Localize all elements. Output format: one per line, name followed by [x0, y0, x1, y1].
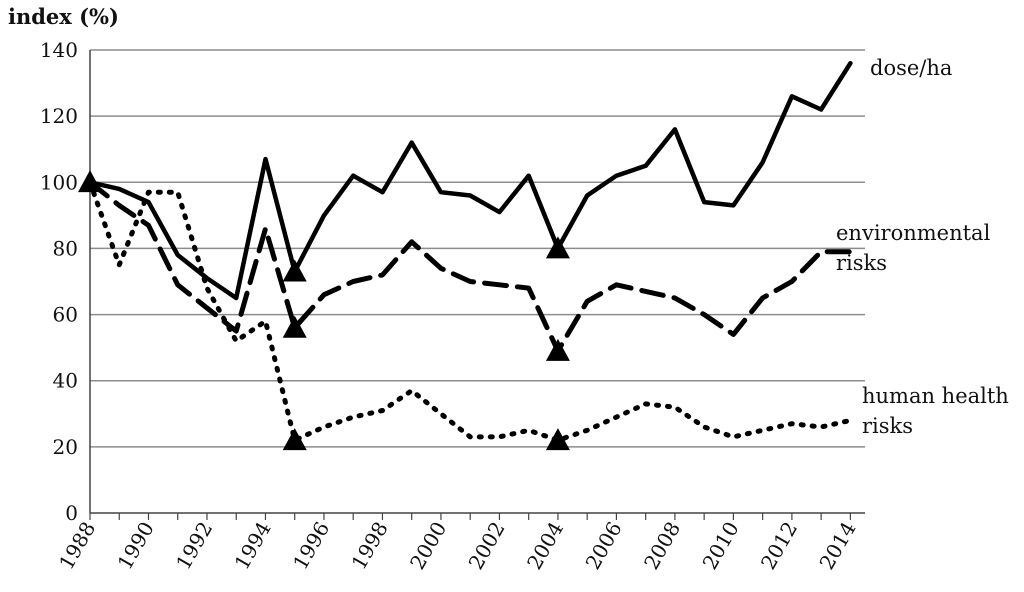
- x-tick-2012: 2012: [756, 518, 802, 574]
- x-tick-1996: 1996: [288, 518, 334, 574]
- series-label-line: environmental: [836, 221, 991, 245]
- series-markers: [78, 170, 570, 451]
- y-tick-20: 20: [53, 435, 78, 459]
- y-tick-140: 140: [40, 38, 78, 62]
- y-axis-title: index (%): [8, 4, 119, 29]
- y-tick-labels: 0 20 40 60 80 100 120 140: [40, 38, 78, 525]
- x-tick-2008: 2008: [639, 518, 685, 574]
- y-tick-0: 0: [65, 501, 78, 525]
- marker-triangle-2-1995: [282, 428, 307, 451]
- series-label-line: human health: [862, 384, 1009, 408]
- marker-triangle-0-1995: [282, 259, 307, 282]
- y-tick-100: 100: [40, 170, 78, 194]
- x-tick-2004: 2004: [522, 518, 568, 574]
- x-tick-2002: 2002: [464, 518, 510, 574]
- x-tick-1992: 1992: [171, 518, 217, 574]
- series-label-line: risks: [836, 251, 887, 275]
- series-labels: dose/ha environmental risks human health ris…: [836, 56, 1009, 438]
- y-tick-120: 120: [40, 104, 78, 128]
- x-tick-2006: 2006: [581, 518, 627, 574]
- axes: [89, 50, 865, 520]
- series-label-line: dose/ha: [870, 56, 952, 80]
- x-tick-labels: 1988 1990 1992 1994 1996 1998 2000 2002 2004 2006…: [54, 518, 861, 574]
- marker-triangle-0-1988: [78, 170, 102, 193]
- marker-triangle-1-1995: [282, 315, 307, 338]
- x-tick-2014: 2014: [814, 518, 860, 574]
- y-tick-60: 60: [53, 303, 78, 327]
- x-tick-1990: 1990: [113, 518, 159, 574]
- grid-lines: [90, 49, 865, 448]
- marker-triangle-1-2004: [545, 338, 570, 361]
- series-label-0: dose/ha: [870, 56, 952, 80]
- series-label-2: human health risks: [862, 384, 1009, 438]
- series-lines: [87, 60, 853, 443]
- x-tick-1998: 1998: [347, 518, 393, 574]
- series-line-0: [87, 60, 853, 301]
- series-line-2: [87, 179, 853, 443]
- x-tick-2010: 2010: [697, 518, 743, 574]
- marker-triangle-2-2004: [545, 428, 570, 451]
- series-line-1: [87, 179, 853, 354]
- x-tick-1994: 1994: [230, 518, 276, 574]
- x-tick-1988: 1988: [54, 518, 100, 574]
- y-tick-40: 40: [53, 369, 78, 393]
- x-tick-2000: 2000: [405, 518, 451, 574]
- series-label-line: risks: [862, 414, 913, 438]
- marker-triangle-0-2004: [545, 236, 570, 259]
- series-label-1: environmental risks: [836, 221, 991, 275]
- y-tick-80: 80: [53, 236, 78, 260]
